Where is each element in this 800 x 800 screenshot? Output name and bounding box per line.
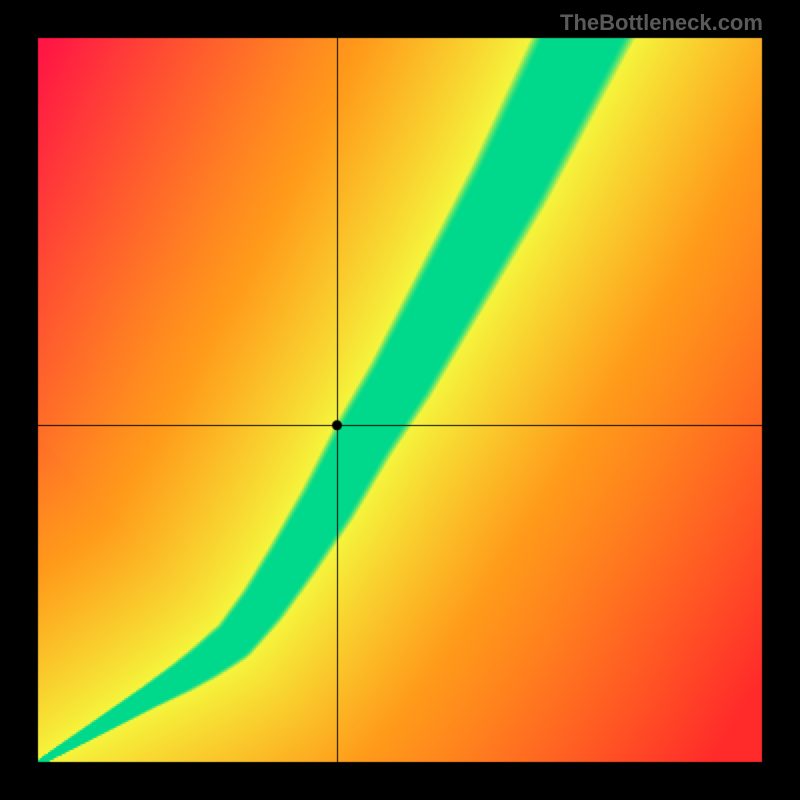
watermark-text: TheBottleneck.com xyxy=(560,10,763,36)
bottleneck-heatmap xyxy=(0,0,800,800)
chart-container: { "canvas": { "width": 800, "height": 80… xyxy=(0,0,800,800)
